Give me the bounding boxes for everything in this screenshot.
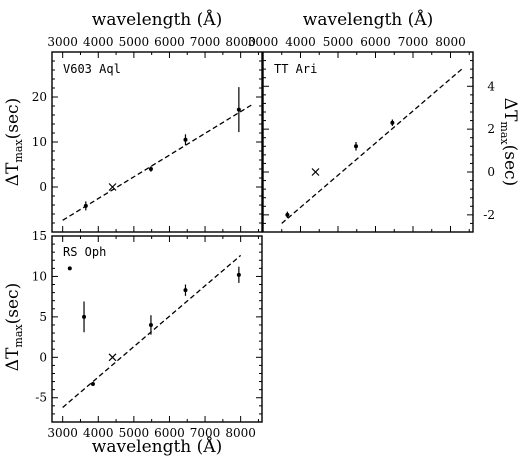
- x-tick-label: 7000: [190, 35, 221, 49]
- panel-v603-aql-top-xlabel: wavelength (Å): [92, 9, 222, 30]
- data-point: [90, 381, 95, 386]
- panel-rs-oph-ylabel-unit: (sec): [3, 283, 23, 325]
- panel-tt-ari-ylabel-main: ΔT: [500, 98, 520, 122]
- y-tick-label: 0: [39, 350, 47, 364]
- x-tick-label: 6000: [154, 426, 185, 440]
- panel-rs-oph-fit-line: [62, 254, 242, 408]
- y-tick-label: 4: [487, 79, 495, 93]
- panel-v603-aql: wavelength (Å) V603 Aql ΔTmax(sec) 3000 4…: [3, 9, 263, 233]
- y-tick-label: 5: [39, 310, 47, 324]
- panel-rs-oph-bottom-xlabel: wavelength (Å): [92, 436, 222, 457]
- data-point: [183, 288, 188, 293]
- y-tick-label: 0: [39, 180, 47, 194]
- panel-tt-ari: wavelength (Å) TT Ari ΔTmax(sec) 3000 400…: [248, 9, 520, 233]
- x-tick-label: 4000: [83, 426, 114, 440]
- x-tick-label: 6000: [154, 35, 185, 49]
- y-tick-label: 20: [32, 90, 47, 104]
- x-tick-label: 8000: [225, 426, 256, 440]
- data-point: [236, 272, 241, 277]
- svg-text:ΔTmax(sec): ΔTmax(sec): [498, 98, 520, 186]
- panel-v603-aql-frame: [51, 51, 263, 233]
- svg-text:ΔTmax(sec): ΔTmax(sec): [3, 98, 25, 186]
- x-tick-label: 4000: [285, 35, 316, 49]
- panel-v603-aql-ylabel-unit: (sec): [3, 98, 23, 140]
- panel-tt-ari-ylabel-sub: max: [498, 121, 511, 145]
- panel-v603-aql-ylabel-sub: max: [12, 139, 25, 163]
- data-point: [354, 144, 358, 149]
- panel-tt-ari-ylabel: ΔTmax(sec): [498, 98, 520, 186]
- data-point: [83, 203, 88, 208]
- x-tick-label: 8000: [435, 35, 466, 49]
- data-point: [183, 137, 188, 142]
- y-tick-label: 10: [32, 269, 47, 283]
- x-tick-label: 4000: [83, 35, 114, 49]
- reference-cross-marker: [108, 183, 117, 191]
- panel-tt-ari-ylabel-unit: (sec): [500, 145, 520, 187]
- panel-rs-oph-ylabel: ΔTmax(sec): [3, 283, 25, 371]
- data-point: [148, 167, 153, 171]
- panel-rs-oph: wavelength (Å) RS Oph ΔTmax(sec) 3000 400…: [3, 229, 263, 457]
- panel-tt-ari-label: TT Ari: [274, 62, 317, 76]
- panel-v603-aql-fit-line: [62, 104, 252, 221]
- x-tick-label: 7000: [190, 426, 221, 440]
- panel-rs-oph-ylabel-main: ΔT: [3, 347, 23, 371]
- y-tick-label: 15: [32, 229, 47, 243]
- panel-rs-oph-ylabel-sub: max: [12, 324, 25, 348]
- y-tick-label: 2: [487, 122, 495, 136]
- data-point: [390, 120, 395, 125]
- data-point: [67, 266, 72, 271]
- data-point: [285, 212, 290, 217]
- panel-rs-oph-frame: [51, 235, 263, 423]
- x-tick-label: 5000: [323, 35, 354, 49]
- panel-v603-aql-ylabel-main: ΔT: [3, 162, 23, 186]
- panel-tt-ari-fit-line: [281, 68, 463, 224]
- y-tick-label: -5: [35, 391, 47, 405]
- x-tick-label: 5000: [119, 35, 150, 49]
- x-tick-label: 6000: [360, 35, 391, 49]
- panel-v603-aql-label: V603 Aql: [63, 62, 121, 76]
- panel-rs-oph-label: RS Oph: [63, 245, 106, 259]
- y-tick-label: 10: [32, 135, 47, 149]
- x-tick-label: 3000: [47, 35, 78, 49]
- data-point: [236, 107, 241, 112]
- x-tick-label: 5000: [119, 426, 150, 440]
- x-tick-label: 3000: [47, 426, 78, 440]
- reference-cross-marker: [311, 168, 320, 176]
- y-tick-label: -2: [483, 208, 495, 222]
- reference-cross-marker: [108, 353, 117, 362]
- data-point: [148, 322, 153, 327]
- data-point: [82, 314, 87, 319]
- x-tick-label: 8000: [225, 35, 256, 49]
- x-tick-label: 3000: [248, 35, 279, 49]
- svg-text:ΔTmax(sec): ΔTmax(sec): [3, 283, 25, 371]
- panel-v603-aql-ylabel: ΔTmax(sec): [3, 98, 25, 186]
- y-tick-label: 0: [487, 165, 495, 179]
- x-tick-label: 7000: [398, 35, 429, 49]
- panel-tt-ari-frame: [262, 51, 474, 233]
- panel-tt-ari-top-xlabel: wavelength (Å): [303, 9, 433, 30]
